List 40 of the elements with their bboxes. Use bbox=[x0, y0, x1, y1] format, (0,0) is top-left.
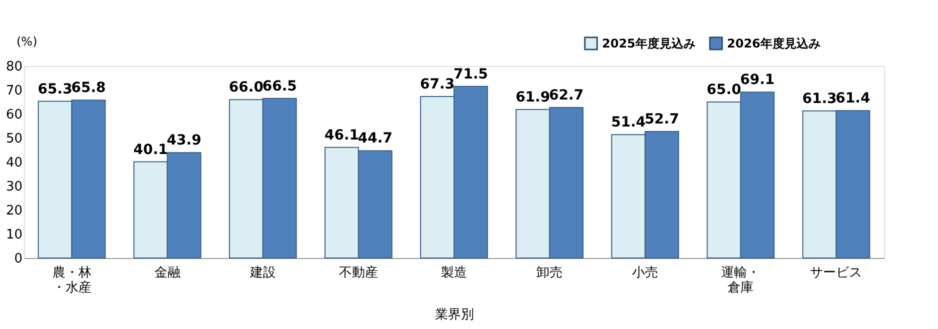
data-label: 44.7 bbox=[358, 130, 392, 147]
y-axis-title: (%) bbox=[16, 34, 38, 48]
x-tick-label: 製造 bbox=[441, 266, 467, 280]
y-tick-label: 70 bbox=[6, 84, 22, 98]
y-tick-label: 30 bbox=[6, 180, 22, 194]
y-tick-label: 10 bbox=[6, 228, 22, 242]
y-tick-label: 60 bbox=[6, 108, 22, 122]
data-label: 65.0 bbox=[706, 82, 742, 98]
data-label: 40.1 bbox=[133, 142, 168, 158]
data-label: 67.3 bbox=[420, 76, 455, 92]
data-label: 46.1 bbox=[324, 127, 359, 144]
data-label: 65.8 bbox=[71, 80, 106, 96]
y-tick-label: 50 bbox=[6, 132, 22, 146]
legend-label: 2025年度見込み bbox=[602, 36, 696, 50]
data-label: 66.5 bbox=[262, 78, 297, 94]
data-label: 65.3 bbox=[38, 81, 72, 98]
data-label: 66.0 bbox=[228, 80, 264, 96]
x-tick-label: 農・林・水産 bbox=[52, 266, 92, 296]
x-tick-label: 金融 bbox=[154, 266, 180, 280]
x-tick-label: 運輸・倉庫 bbox=[721, 266, 760, 296]
data-label: 61.4 bbox=[836, 90, 870, 107]
y-tick-label: 80 bbox=[6, 60, 22, 74]
data-label: 52.7 bbox=[644, 112, 680, 128]
data-label: 61.9 bbox=[516, 89, 550, 106]
x-tick-label: 卸売 bbox=[536, 266, 563, 280]
y-tick-label: 0 bbox=[14, 252, 22, 266]
legend-label: 2026年度見込み bbox=[727, 36, 820, 50]
x-tick-label: 建設 bbox=[248, 266, 276, 280]
data-label: 51.4 bbox=[611, 114, 646, 131]
data-label: 71.5 bbox=[453, 66, 488, 82]
x-axis-title: 業界別 bbox=[435, 308, 474, 322]
data-label: 69.1 bbox=[740, 72, 775, 88]
x-tick-label: 小売 bbox=[632, 266, 658, 280]
data-label: 61.3 bbox=[802, 90, 837, 107]
y-tick-label: 20 bbox=[6, 204, 22, 218]
data-label: 62.7 bbox=[549, 88, 584, 104]
x-tick-label: 不動産 bbox=[338, 264, 378, 280]
x-tick-label: サービス bbox=[810, 266, 862, 280]
y-tick-label: 40 bbox=[6, 156, 22, 170]
data-label: 43.9 bbox=[166, 132, 202, 149]
